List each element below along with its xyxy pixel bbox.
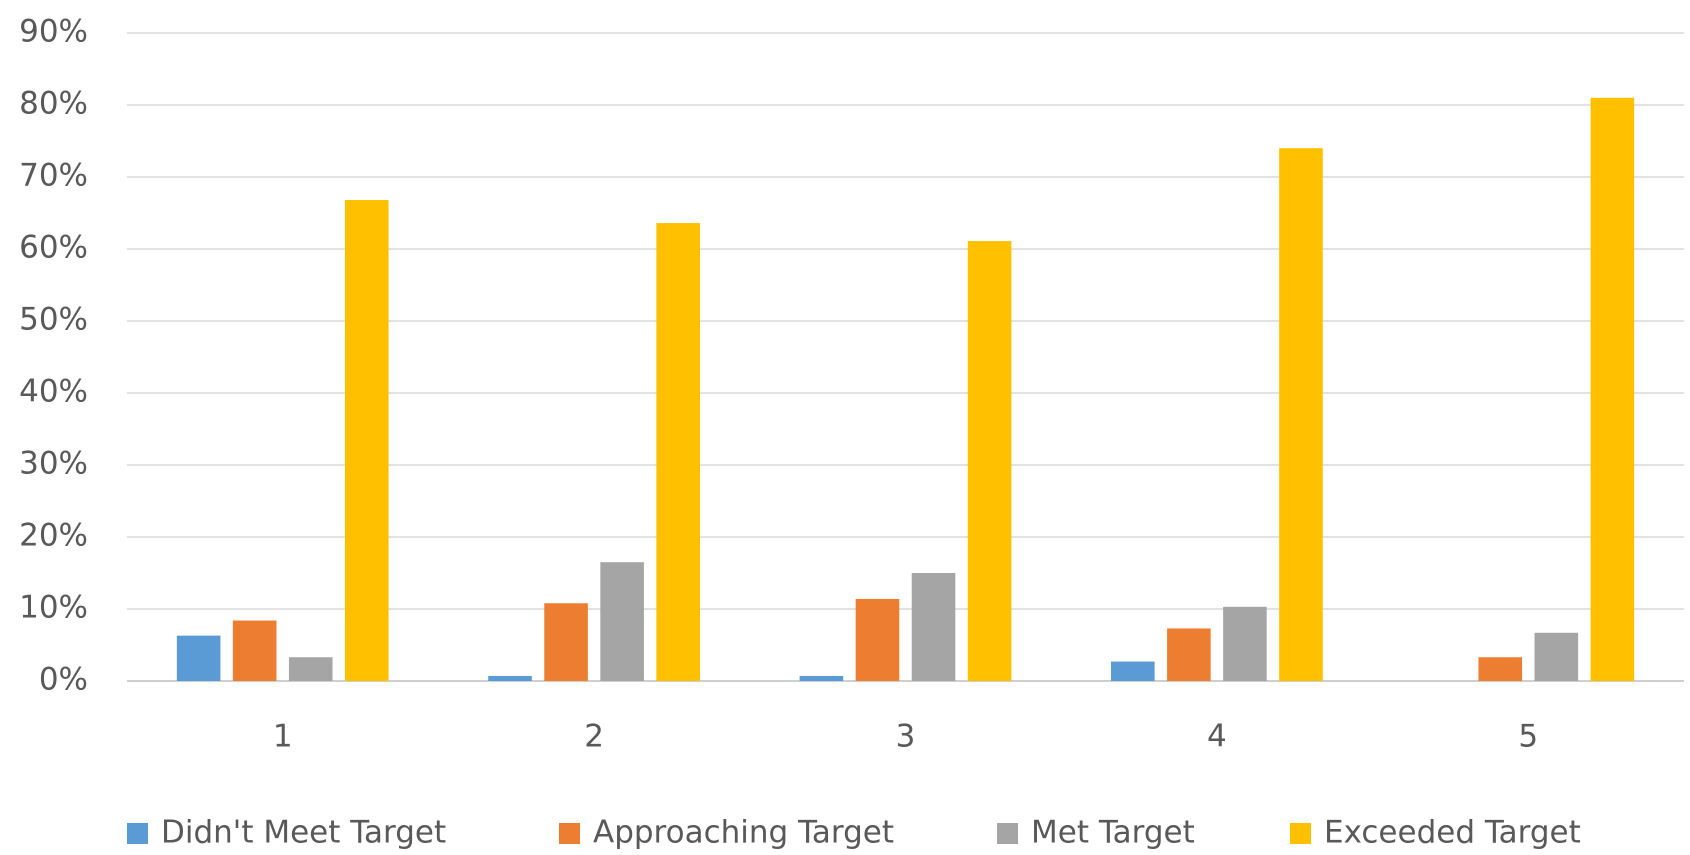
legend-swatch xyxy=(127,823,148,844)
bar xyxy=(488,675,532,681)
y-tick-label: 20% xyxy=(19,518,88,554)
bar xyxy=(967,241,1012,681)
x-tick-label: 2 xyxy=(584,719,604,755)
bar xyxy=(1223,606,1267,681)
x-tick-label: 1 xyxy=(273,719,293,755)
bar xyxy=(1590,97,1635,682)
y-tick-label: 90% xyxy=(19,14,88,50)
bar xyxy=(232,620,277,681)
bar xyxy=(1534,632,1579,681)
bar xyxy=(656,223,700,681)
bar xyxy=(344,200,389,682)
bar xyxy=(288,657,333,681)
legend-label: Met Target xyxy=(1031,815,1195,851)
bar xyxy=(600,562,644,681)
legend-label: Exceeded Target xyxy=(1324,815,1581,851)
y-tick-label: 30% xyxy=(19,446,88,482)
bar xyxy=(1111,661,1155,681)
bar xyxy=(1279,148,1323,681)
bar xyxy=(855,598,900,681)
bar xyxy=(799,675,844,681)
legend-label: Didn't Meet Target xyxy=(161,815,446,851)
bar xyxy=(911,573,956,681)
bar xyxy=(1167,628,1211,681)
y-tick-label: 70% xyxy=(19,158,88,194)
legend-swatch xyxy=(1290,823,1311,844)
bar xyxy=(544,603,588,681)
y-tick-label: 80% xyxy=(19,86,88,122)
x-tick-label: 3 xyxy=(896,719,916,755)
y-tick-label: 0% xyxy=(39,662,88,698)
y-tick-label: 10% xyxy=(19,590,88,626)
legend-swatch xyxy=(997,823,1018,844)
y-tick-label: 50% xyxy=(19,302,88,338)
legend-swatch xyxy=(559,823,580,844)
bar xyxy=(176,635,221,681)
legend-label: Approaching Target xyxy=(593,815,894,851)
y-tick-label: 60% xyxy=(19,230,88,266)
bar xyxy=(1478,657,1523,681)
y-tick-label: 40% xyxy=(19,374,88,410)
x-tick-label: 4 xyxy=(1207,719,1227,755)
x-tick-label: 5 xyxy=(1518,719,1538,755)
